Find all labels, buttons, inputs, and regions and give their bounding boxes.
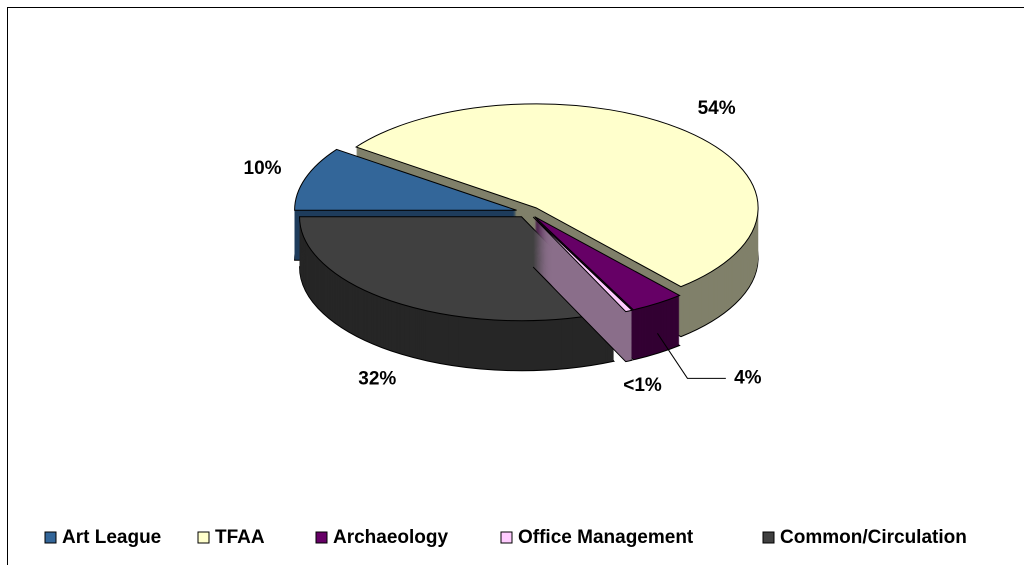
data-label: <1% xyxy=(623,375,662,396)
legend-swatch xyxy=(315,531,328,544)
slice xyxy=(294,148,517,211)
slice xyxy=(299,216,616,322)
slice xyxy=(354,103,759,288)
legend-swatch xyxy=(762,531,775,544)
leader-line xyxy=(657,333,726,379)
slice xyxy=(532,216,633,313)
slice xyxy=(534,216,681,311)
data-label: 4% xyxy=(734,367,762,388)
pie-slice-group xyxy=(532,216,633,363)
legend-swatch xyxy=(500,531,513,544)
legend-label: Office Management xyxy=(518,527,694,548)
legend-label: TFAA xyxy=(215,527,265,548)
legend-label: Art League xyxy=(62,527,161,548)
pie-slice-group xyxy=(299,216,616,372)
legend-swatch xyxy=(197,531,210,544)
legend-label: Common/Circulation xyxy=(780,527,967,548)
data-label: 32% xyxy=(358,369,396,390)
data-label: 54% xyxy=(698,98,736,119)
legend-swatch xyxy=(44,531,57,544)
legend-label: Archaeology xyxy=(333,527,449,548)
data-label: 10% xyxy=(244,158,282,179)
